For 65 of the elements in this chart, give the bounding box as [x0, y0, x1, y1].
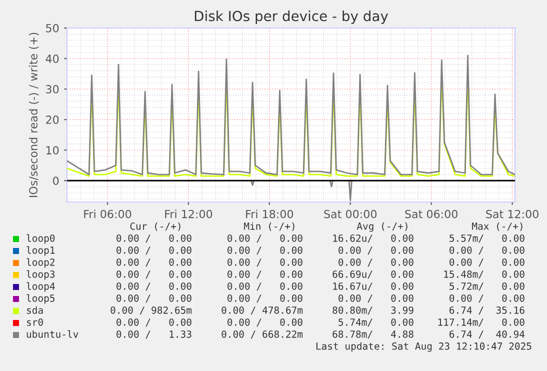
text: 0.00 / 0.00 — [116, 282, 192, 291]
text: Cur (-/+) — [130, 222, 180, 231]
text: Min (-/+) — [244, 222, 294, 231]
text: 6.74 / 35.16 — [450, 306, 524, 315]
text: 16.62u/ 0.00 — [333, 234, 414, 243]
text: 0.00 / 0.00 — [450, 246, 524, 255]
line-series — [67, 54, 515, 176]
legend-label: loop2 — [26, 258, 54, 268]
text: 5.74m/ 0.00 — [338, 318, 414, 327]
text: 0.00 / 0.00 — [338, 258, 414, 267]
y-tick-label: 0 — [53, 176, 59, 186]
text: 5.57m/ 0.00 — [450, 234, 524, 243]
x-tick-label: Fri 06:00 — [84, 210, 132, 218]
text: Max (-/+) — [472, 222, 522, 231]
text: 6.74 / 40.94 — [450, 330, 525, 339]
text: 0.00 / 0.00 — [116, 246, 192, 255]
text: 0.00 / 0.00 — [338, 294, 414, 303]
text: Avg (-/+) — [356, 222, 408, 232]
text: 0.00 / 0.00 — [228, 294, 302, 303]
text: Last update: Sat Aug 23 12:10:47 2025 — [316, 342, 532, 352]
text: 0.00 / 0.00 — [116, 258, 192, 267]
text: 15.48m/ 0.00 — [444, 270, 524, 279]
legend-label: loop4 — [26, 282, 55, 292]
text: 0.00 / 0.00 — [338, 246, 414, 255]
text: 0.00 / 0.00 — [450, 294, 524, 303]
y-tick-label: 20 — [46, 116, 59, 124]
y-tick-label: 50 — [46, 24, 59, 32]
legend-label: loop1 — [26, 246, 55, 256]
y-tick-label: 40 — [46, 54, 59, 63]
y-tick-label: 30 — [46, 85, 59, 94]
text: 0.00 / 0.00 — [228, 258, 302, 267]
x-tick-label: Sat 12:00 — [486, 210, 538, 218]
text: 0.00 / 0.00 — [228, 270, 302, 279]
legend-label: loop5 — [26, 294, 54, 304]
text: 0.00 / 0.00 — [228, 318, 302, 327]
text: 68.78m/ 4.88 — [332, 330, 414, 339]
legend-label: sr0 — [27, 318, 43, 326]
y-tick-label: 10 — [46, 146, 59, 154]
chart-title: Disk IOs per device - by day — [194, 10, 388, 24]
text: 16.67u/ 0.00 — [333, 282, 414, 291]
x-tick-label: Fri 18:00 — [246, 210, 294, 218]
text: 0.00 / 982.65m — [110, 306, 192, 315]
text: 0.00 / 1.33 — [116, 330, 192, 339]
text: 80.80m/ 3.99 — [332, 306, 414, 315]
text: 0.00 / 0.00 — [116, 270, 192, 279]
text: 0.00 / 668.22m — [222, 330, 303, 339]
text: 0.00 / 0.00 — [116, 318, 192, 327]
x-tick-label: Sat 06:00 — [405, 210, 458, 218]
text: 0.00 / 0.00 — [116, 234, 192, 243]
legend-label: loop0 — [26, 234, 55, 244]
text: 0.00 / 0.00 — [228, 246, 302, 255]
legend-label: ubuntu-lv — [26, 330, 78, 338]
legend-label: loop3 — [26, 270, 55, 280]
text: 117.14m/ 0.00 — [438, 318, 524, 327]
text: 0.00 / 0.00 — [228, 234, 302, 243]
text: 0.00 / 478.67m — [222, 306, 303, 315]
legend-label: sda — [27, 306, 43, 314]
x-tick-label: Fri 12:00 — [165, 210, 212, 218]
text: 0.00 / 0.00 — [228, 282, 302, 291]
text: 0.00 / 0.00 — [450, 258, 524, 267]
text: 0.00 / 0.00 — [116, 294, 192, 303]
text: 66.69u/ 0.00 — [332, 270, 414, 279]
text: 5.72m/ 0.00 — [450, 282, 524, 291]
x-tick-label: Sat 00:00 — [324, 210, 377, 218]
y-axis-title: IOs/second read (-) / write (+) — [28, 32, 39, 198]
